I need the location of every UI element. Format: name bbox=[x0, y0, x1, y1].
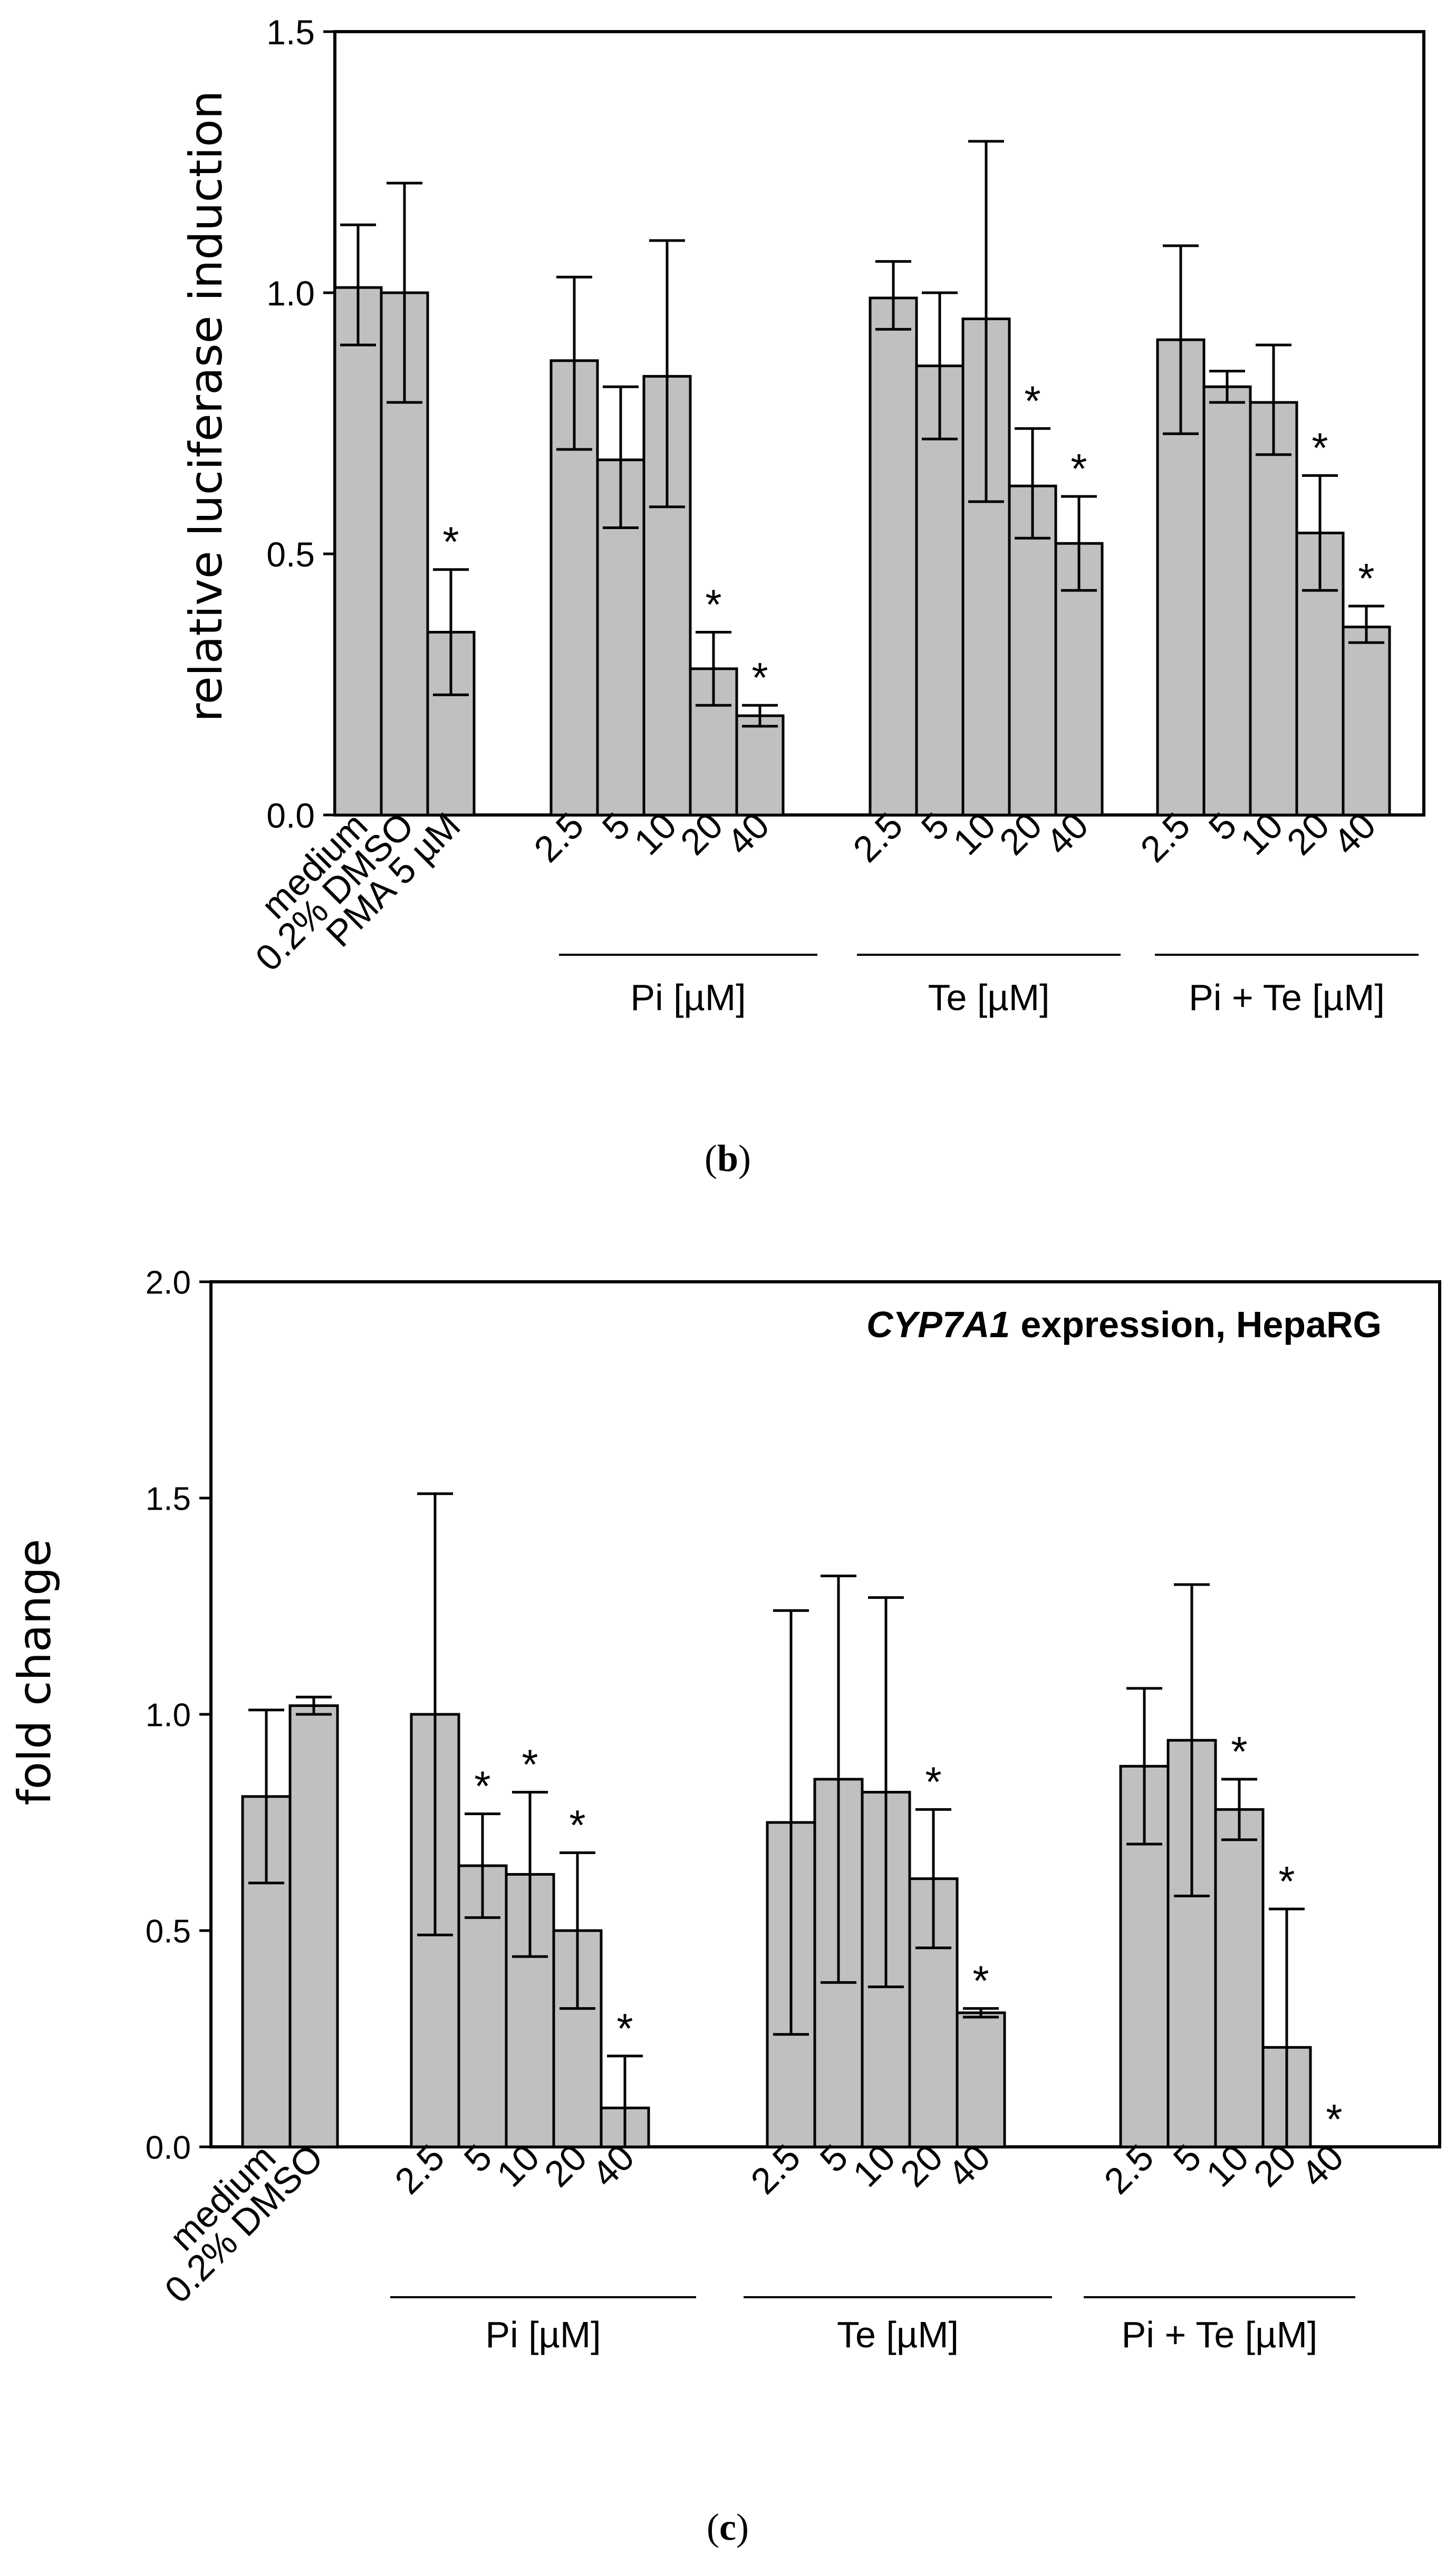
panel-b-chart: relative luciferase induction 0.0 0.5 1.0 1… bbox=[180, 13, 1425, 1018]
panel-c-significance-star: * bbox=[925, 1758, 941, 1805]
panel-c-y-tick-label: 0.5 bbox=[146, 1913, 191, 1950]
panel-c-y-tick-label: 1.0 bbox=[146, 1697, 191, 1733]
panel-b-bar bbox=[333, 286, 383, 817]
panel-c-bar bbox=[1214, 1808, 1265, 2148]
panel-b-significance-star: * bbox=[442, 519, 459, 565]
panel-b-significance-star: * bbox=[1358, 555, 1374, 602]
panel-c-significance-star: * bbox=[569, 1801, 585, 1848]
gene-name: CYP7A1 bbox=[866, 1304, 1010, 1345]
panel-b-y-tick-label: 1.5 bbox=[266, 13, 315, 52]
panel-c-y-tick-label: 0.0 bbox=[146, 2129, 191, 2166]
panel-c-significance-star: * bbox=[1326, 2096, 1342, 2143]
panel-c-bar bbox=[288, 1704, 339, 2148]
panel-b-y-tick-label: 0.0 bbox=[266, 796, 315, 835]
panel-b-bar bbox=[869, 296, 918, 817]
panel-b-significance-star: * bbox=[1312, 425, 1328, 472]
panel-b-significance-star: * bbox=[1024, 377, 1040, 424]
panel-b-significance-star: * bbox=[705, 581, 721, 628]
panel-b-bar bbox=[1202, 385, 1252, 817]
panel-c-significance-star: * bbox=[522, 1741, 538, 1788]
panel-c-significance-star: * bbox=[616, 2005, 633, 2052]
panel-c-caption-label: (c) bbox=[707, 2506, 749, 2548]
panel-b-bar bbox=[735, 714, 785, 817]
panel-c-annotation: CYP7A1 expression, HepaRG bbox=[866, 1304, 1382, 1345]
panel-b-group-label: Te [µM] bbox=[928, 977, 1050, 1018]
panel-b-significance-star: * bbox=[751, 654, 768, 701]
panel-c-significance-star: * bbox=[474, 1763, 490, 1810]
panel-c-significance-star: * bbox=[1231, 1728, 1247, 1775]
panel-b-bar bbox=[1249, 401, 1298, 817]
panel-c-y-axis-label: fold change bbox=[8, 1539, 61, 1805]
panel-c-group-label: Pi + Te [µM] bbox=[1122, 2314, 1318, 2355]
panel-b-letter: b bbox=[717, 1137, 738, 1179]
panel-c-chart: fold change CYP7A1 expression, HepaRG 0.0… bbox=[8, 1264, 1441, 2355]
panel-b-y-tick-label: 1.0 bbox=[266, 274, 315, 313]
panel-b-y-tick-label: 0.5 bbox=[266, 535, 315, 574]
panel-b-y-axis-label: relative luciferase induction bbox=[180, 90, 233, 722]
annotation-text: expression, HepaRG bbox=[1020, 1304, 1382, 1345]
panel-c-significance-star: * bbox=[972, 1958, 989, 2004]
panel-c-y-tick-label: 1.5 bbox=[146, 1481, 191, 1517]
panel-c-group-label: Te [µM] bbox=[837, 2314, 959, 2355]
panel-b-group-label: Pi [µM] bbox=[630, 977, 746, 1018]
panel-c-letter: c bbox=[719, 2506, 736, 2548]
panel-b-bar bbox=[1342, 626, 1391, 817]
panel-c-y-tick-label: 2.0 bbox=[146, 1264, 191, 1301]
panel-b-caption-label: (b) bbox=[705, 1137, 751, 1179]
panel-c-bar bbox=[956, 2011, 1006, 2148]
panel-c-group-label: Pi [µM] bbox=[485, 2314, 601, 2355]
panel-b-group-label: Pi + Te [µM] bbox=[1189, 977, 1385, 1018]
panel-c-significance-star: * bbox=[1278, 1858, 1295, 1905]
panel-b-significance-star: * bbox=[1071, 445, 1087, 492]
